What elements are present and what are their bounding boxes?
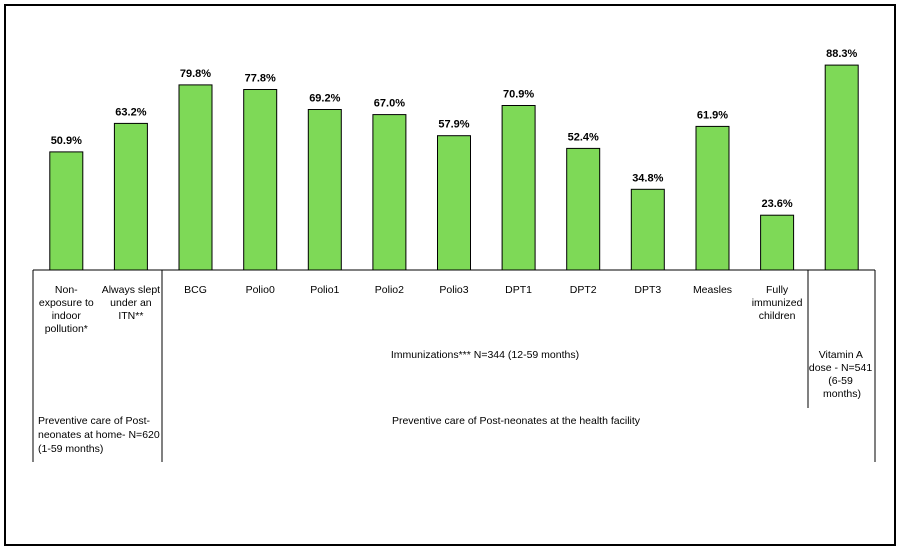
value-label: 50.9% [51, 135, 82, 147]
bar [113, 122, 148, 271]
category-label-line: children [759, 310, 796, 322]
home-care-label-line: neonates at home- N=620 [38, 429, 160, 441]
bar-chart: 50.9% 63.2% 79.8% 77.8% 69.2% 67.0% 57.9% 70.9%… [32, 48, 876, 462]
category-label-line: immunized [752, 297, 803, 309]
category-label: Non-exposure to indoor pollution* [39, 284, 94, 335]
value-label: 70.9% [503, 89, 534, 101]
vitamin-a-label-line: (6-59 [828, 375, 853, 387]
value-label: 23.6% [761, 198, 792, 210]
bar [243, 89, 278, 271]
category-label-line: exposure to [39, 297, 94, 309]
category-label-line: DPT1 [505, 284, 532, 296]
category-label: Always slept under an ITN** [102, 284, 160, 322]
category-labels-layer: Non-exposure to indoor pollution*Always sl… [39, 284, 803, 335]
category-label: Polio3 [439, 284, 468, 296]
facility-care-group-label: Preventive care of Post-neonates at the … [392, 415, 641, 427]
chart-frame: 50.9% 63.2% 79.8% 77.8% 69.2% 67.0% 57.9% 70.9%… [4, 4, 896, 546]
category-label-line: indoor [52, 310, 82, 322]
bar [178, 84, 213, 271]
value-label: 61.9% [697, 109, 728, 121]
home-care-label-line: Preventive care of Post- [38, 415, 151, 427]
category-label: DPT3 [634, 284, 661, 296]
category-table-lines [32, 269, 876, 462]
home-care-label-line: (1-59 months) [38, 443, 103, 455]
value-label: 52.4% [568, 131, 599, 143]
category-label: DPT2 [570, 284, 597, 296]
category-label-line: Fully [766, 284, 789, 296]
value-label: 57.9% [438, 119, 469, 131]
category-label-line: DPT3 [634, 284, 661, 296]
category-label-line: ITN** [118, 310, 143, 322]
category-label-line: BCG [184, 284, 207, 296]
value-label: 88.3% [826, 48, 857, 60]
category-label: Polio0 [246, 284, 275, 296]
bar [566, 147, 601, 271]
category-label-line: Always slept [102, 284, 160, 296]
category-label-line: Polio2 [375, 284, 404, 296]
bar [307, 109, 342, 271]
category-label: DPT1 [505, 284, 532, 296]
vitamin-a-label-line: Vitamin A [819, 349, 863, 361]
home-care-group-label: Preventive care of Post- neonates at hom… [38, 415, 163, 455]
category-label-line: pollution* [45, 323, 88, 335]
value-label: 63.2% [115, 106, 146, 118]
vitamin-a-label-line: months) [823, 388, 861, 400]
value-label: 67.0% [374, 98, 405, 110]
bar [501, 105, 536, 271]
category-label-line: Non- [55, 284, 78, 296]
category-label-line: under an [110, 297, 152, 309]
category-label: Measles [693, 284, 732, 296]
category-label-line: DPT2 [570, 284, 597, 296]
bar [824, 64, 859, 271]
immunizations-group-label: Immunizations*** N=344 (12-59 months) [391, 349, 579, 361]
category-label-line: Polio0 [246, 284, 275, 296]
bar [695, 125, 730, 271]
bar [372, 114, 407, 271]
category-label-line: Polio1 [310, 284, 339, 296]
bar [630, 188, 665, 271]
value-labels-layer: 50.9% 63.2% 79.8% 77.8% 69.2% 67.0% 57.9% 70.9%… [51, 48, 858, 210]
category-label-line: Polio3 [439, 284, 468, 296]
category-label: Polio1 [310, 284, 339, 296]
category-label-line: Measles [693, 284, 732, 296]
bar [437, 135, 471, 271]
value-label: 79.8% [180, 68, 211, 80]
vitamin-a-label-line: dose - N=541 [809, 362, 872, 374]
category-label: BCG [184, 284, 207, 296]
category-label: Fully immunized children [752, 284, 803, 322]
value-label: 77.8% [245, 73, 276, 85]
bar [760, 214, 795, 271]
category-label: Polio2 [375, 284, 404, 296]
value-label: 34.8% [632, 172, 663, 184]
vitamin-a-group-label: Vitamin A dose - N=541 (6-59 months) [809, 349, 875, 400]
value-label: 69.2% [309, 93, 340, 105]
bars-layer [49, 64, 859, 271]
bar [49, 151, 84, 271]
